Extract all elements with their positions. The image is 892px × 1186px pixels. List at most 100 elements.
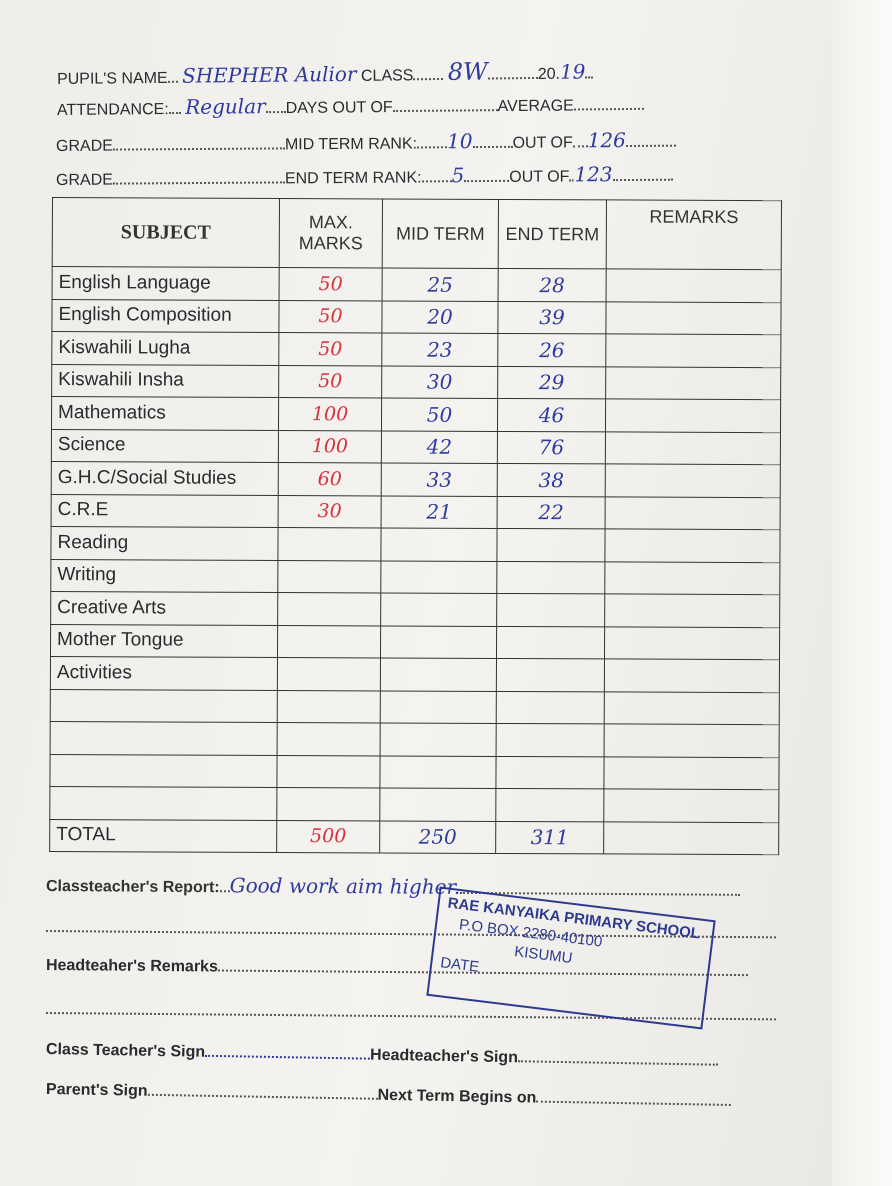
mid-term-cell (380, 657, 497, 691)
max-marks-cell (277, 559, 381, 593)
max-marks-cell: 50 (279, 267, 383, 301)
max-marks-cell: 50 (278, 364, 382, 398)
remarks-cell (605, 496, 781, 530)
remarks-cell (606, 268, 782, 303)
subject-cell (49, 786, 277, 820)
subject-cell: C.R.E (51, 493, 279, 528)
col-mid-term: MID TERM (382, 198, 499, 269)
pupil-name: SHEPHER Aulior (181, 61, 357, 88)
end-term-cell: 22 (497, 495, 606, 529)
table-row: Reading (50, 526, 781, 563)
mid-term-cell: 33 (381, 462, 498, 496)
remarks-cell (605, 301, 782, 335)
subject-cell: Kiswahili Lugha (51, 331, 279, 365)
remarks-cell (604, 723, 780, 758)
remarks-cell (604, 561, 780, 595)
label: AVERAGE (497, 97, 574, 116)
label: ATTENDANCE (56, 101, 165, 119)
table-row: English Composition 50 20 39 (51, 299, 782, 335)
max-marks-cell (277, 657, 381, 691)
col-subject: SUBJECT (52, 197, 280, 268)
subject-cell (50, 688, 278, 723)
subject-cell: Activities (50, 656, 278, 690)
total-row: TOTAL 500 250 311 (49, 818, 779, 855)
total-mid: 250 (379, 820, 496, 854)
max-marks-cell: 100 (278, 397, 382, 431)
max-marks-cell (277, 722, 381, 756)
label: Headteacher's Sign (369, 1046, 519, 1067)
total-end: 311 (495, 820, 604, 854)
label: GRADE (55, 171, 113, 189)
signs-row: Class Teacher's Sign Headteacher's Sign (46, 1040, 719, 1071)
max-marks-cell: 30 (278, 494, 382, 528)
mid-term-cell: 50 (381, 397, 498, 431)
remarks-cell (603, 788, 779, 823)
subject-cell: Reading (50, 526, 279, 560)
classteacher-report-row: Classteacher's Report: Good work aim high… (45, 872, 741, 901)
max-marks-cell (277, 689, 381, 723)
max-marks-cell (277, 592, 381, 626)
col-max-marks: MAX. MARKS (279, 198, 383, 268)
table-row: Writing (50, 558, 780, 595)
mid-term-cell: 20 (381, 300, 499, 334)
end-term-cell: 76 (497, 430, 606, 464)
end-term-cell: 26 (497, 333, 606, 367)
remarks-cell (605, 398, 781, 433)
end-term-cell (495, 788, 604, 822)
table-row: Mathematics 100 50 46 (51, 396, 781, 433)
label: Headteaher's Remarks (45, 957, 218, 976)
table-row: Kiswahili Lugha 50 23 26 (51, 331, 781, 368)
table-row: Kiswahili Insha 50 30 29 (51, 364, 781, 400)
label: END TERM RANK (284, 169, 418, 188)
pupil-name-row: PUPIL'S NAME SHEPHER Aulior CLASS 8W 20.1… (57, 56, 594, 90)
mid-term-cell (379, 755, 497, 789)
end-term-cell (496, 723, 605, 757)
max-marks-cell: 60 (278, 462, 382, 496)
table-row: Science 100 42 76 (51, 428, 781, 465)
total-label: TOTAL (49, 818, 277, 853)
max-marks-cell: 50 (278, 299, 383, 333)
end-term-cell: 38 (497, 463, 606, 497)
subject-cell: English Language (52, 266, 280, 300)
label: MID TERM RANK (284, 135, 413, 154)
col-remarks: REMARKS (606, 199, 782, 270)
paper-edge (832, 0, 892, 1186)
remarks-cell (604, 658, 780, 693)
attendance-value: Regular (185, 94, 266, 119)
table-row: G.H.C/Social Studies 60 33 38 (51, 461, 781, 498)
end-term-row: GRADE END TERM RANK: 5 OUT OF 123 (56, 162, 673, 190)
remarks-cell (604, 593, 780, 628)
table-row: Activities (50, 656, 780, 693)
parent-row: Parent's Sign Next Term Begins on (46, 1080, 732, 1111)
end-term-cell (496, 528, 606, 562)
subject-cell: Kiswahili Insha (51, 364, 279, 398)
remarks-cell (605, 333, 781, 368)
label: Classteacher's Report: (45, 878, 220, 897)
table-row: English Language 50 25 28 (52, 266, 782, 303)
end-out-of: 123 (574, 162, 613, 187)
table-row: Creative Arts (50, 591, 780, 628)
table-row (49, 753, 780, 790)
table-row: C.R.E 30 21 22 (51, 493, 781, 530)
remarks-cell (605, 366, 781, 400)
table-row (50, 721, 780, 758)
end-term-cell (496, 690, 605, 724)
label: PUPIL'S NAME (56, 69, 168, 88)
end-term-cell: 28 (498, 268, 607, 302)
subject-cell: Writing (50, 558, 278, 593)
subject-cell: Mathematics (51, 396, 279, 430)
subject-cell: English Composition (51, 299, 280, 333)
mid-term-cell: 42 (381, 430, 498, 464)
label: GRADE (55, 137, 113, 155)
label: CLASS (360, 67, 414, 85)
mid-term-cell (380, 527, 498, 561)
end-term-cell: 46 (497, 398, 606, 432)
mid-term-cell: 25 (382, 267, 499, 301)
mid-term-row: GRADE MID TERM RANK: 10 OUT OF 126 (56, 128, 676, 156)
max-marks-cell (276, 754, 381, 788)
attendance-row: ATTENDANCE: Regular DAYS OUT OF AVERAGE (57, 91, 644, 120)
table-row: Mother Tongue (50, 623, 780, 660)
mid-term-cell (380, 625, 497, 659)
subject-cell: G.H.C/Social Studies (51, 461, 279, 495)
